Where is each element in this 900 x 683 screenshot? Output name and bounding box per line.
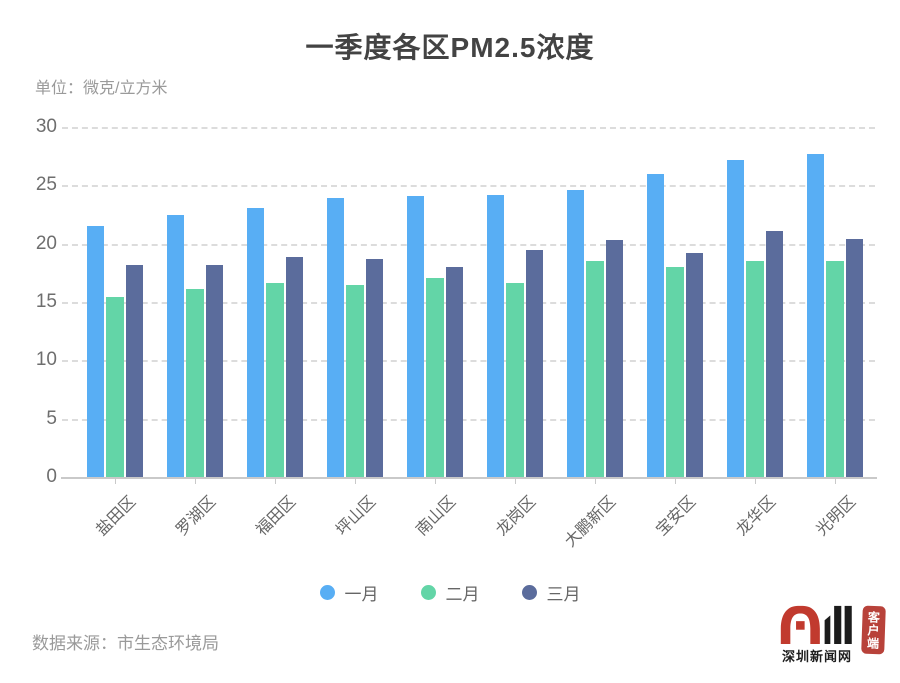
x-tick-label: 宝安区 xyxy=(653,493,700,540)
gridline xyxy=(62,185,875,188)
bar-s1-c4 xyxy=(326,198,345,477)
logo-left-block: 深圳新闻网 xyxy=(778,604,856,665)
legend-label: 三月 xyxy=(546,585,581,604)
shenzhen-news-logo-mark-icon xyxy=(780,605,852,644)
y-tick-label: 15 xyxy=(35,291,57,312)
y-tick-label: 20 xyxy=(35,232,57,254)
x-tick-label: 龙岗区 xyxy=(493,493,540,540)
x-tick-label: 光明区 xyxy=(813,493,860,540)
x-tick-label: 南山区 xyxy=(413,493,460,540)
bar-s3-c8 xyxy=(685,253,704,477)
legend-item-3[interactable]: 三月 xyxy=(521,580,581,605)
bar-s3-c6 xyxy=(525,249,544,477)
x-tick-label: 罗湖区 xyxy=(173,493,220,540)
x-tick-label: 大鹏新区 xyxy=(561,493,620,551)
x-tick-label: 盐田区 xyxy=(93,493,140,540)
bar-chart: 0 5 10 15 20 25 30 盐田区 罗湖区 福田区 坪山区 南山区 龙岗区 大鹏新区 宝安区 龙华区… xyxy=(35,116,877,551)
bar-s2-c5 xyxy=(426,277,444,477)
x-axis-tick xyxy=(115,479,116,484)
y-tick-label: 5 xyxy=(46,407,57,429)
bar-s2-c10 xyxy=(826,261,844,477)
gridline xyxy=(62,360,875,363)
x-axis-tick xyxy=(195,479,196,484)
chart-legend: 一月 二月 三月 xyxy=(0,580,900,605)
x-axis-tick xyxy=(275,479,276,484)
x-tick-label: 福田区 xyxy=(253,493,300,540)
logo-client-badge: 客户端 xyxy=(861,605,886,655)
bar-s3-c5 xyxy=(445,267,464,477)
legend-label: 二月 xyxy=(445,585,480,604)
logo-site-name: 深圳新闻网 xyxy=(781,649,852,664)
x-axis-tick xyxy=(595,479,596,484)
y-tick-label: 25 xyxy=(35,174,57,196)
bar-s3-c2 xyxy=(205,264,224,477)
legend-dot-icon xyxy=(319,585,335,600)
bar-s1-c3 xyxy=(246,207,265,477)
bar-s2-c9 xyxy=(746,261,764,477)
bar-s2-c7 xyxy=(586,261,604,477)
bar-s1-c7 xyxy=(566,190,585,477)
bar-s3-c3 xyxy=(285,256,304,477)
gridline xyxy=(62,302,875,304)
gridline xyxy=(62,243,875,246)
x-tick-label: 龙华区 xyxy=(733,493,780,540)
bar-s2-c1 xyxy=(106,297,124,477)
bar-s2-c8 xyxy=(666,267,684,477)
bar-s1-c6 xyxy=(486,194,505,477)
legend-item-2[interactable]: 二月 xyxy=(420,580,480,605)
x-axis-tick xyxy=(835,479,836,484)
gridline xyxy=(62,127,875,129)
x-axis-tick xyxy=(755,479,756,484)
y-tick-label: 30 xyxy=(35,116,57,137)
page-title: 一季度各区PM2.5浓度 xyxy=(305,32,595,63)
bar-s3-c9 xyxy=(765,230,784,477)
y-tick-label: 10 xyxy=(35,349,57,371)
bar-s1-c8 xyxy=(646,173,665,477)
bar-s2-c4 xyxy=(346,284,364,477)
legend-dot-icon xyxy=(420,585,436,600)
unit-label: 单位：微克/立方米 xyxy=(35,80,168,97)
data-source-label: 数据来源：市生态环境局 xyxy=(32,634,219,653)
bar-s3-c7 xyxy=(605,240,624,477)
bar-s2-c2 xyxy=(186,289,204,477)
y-tick-label: 0 xyxy=(46,466,57,487)
legend-dot-icon xyxy=(521,585,537,600)
shenzhen-news-logo: 深圳新闻网 客户端 xyxy=(778,604,886,665)
bar-s1-c5 xyxy=(406,195,425,477)
bar-s3-c1 xyxy=(125,264,144,477)
gridline xyxy=(62,418,875,421)
bar-s1-c1 xyxy=(86,226,105,477)
legend-label: 一月 xyxy=(344,585,379,604)
bar-s3-c10 xyxy=(845,239,864,477)
bar-s1-c10 xyxy=(806,153,825,477)
x-axis-tick xyxy=(675,479,676,484)
x-axis-line xyxy=(61,477,877,479)
bar-s2-c6 xyxy=(506,283,524,477)
bar-s1-c9 xyxy=(726,159,745,477)
x-tick-label: 坪山区 xyxy=(333,493,380,540)
x-axis-tick xyxy=(515,479,516,484)
bar-s3-c4 xyxy=(365,258,384,477)
bar-s2-c3 xyxy=(266,283,284,477)
x-axis-tick xyxy=(435,479,436,484)
bar-s1-c2 xyxy=(166,214,185,477)
legend-item-1[interactable]: 一月 xyxy=(319,580,379,605)
x-axis-tick xyxy=(355,479,356,484)
